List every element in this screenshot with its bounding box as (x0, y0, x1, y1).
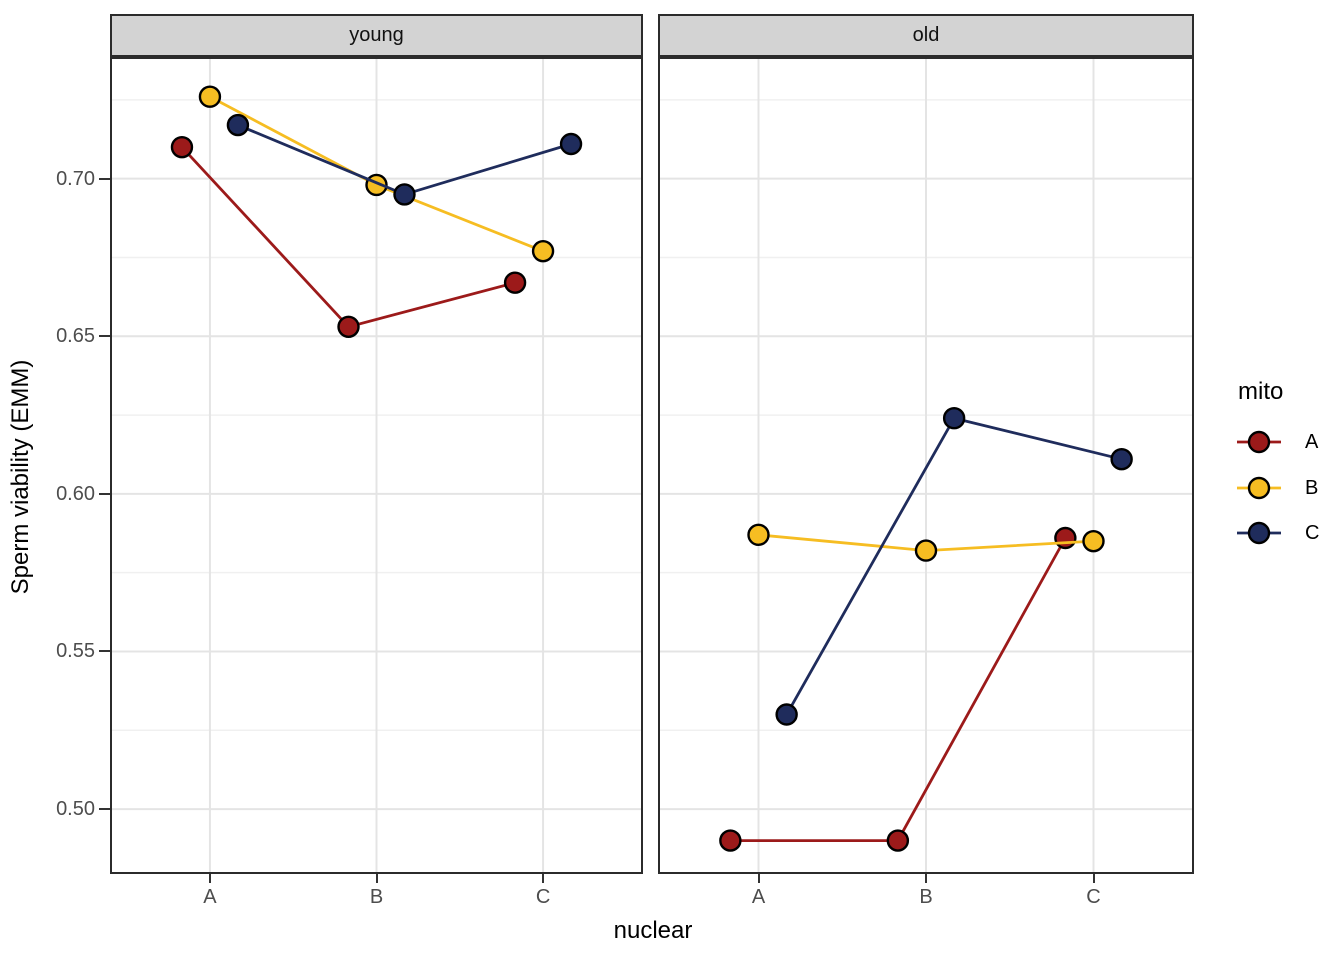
panel-canvas-young (110, 57, 643, 874)
y-axis-title: Sperm viability (EMM) (7, 359, 34, 595)
legend-key-a-icon (1237, 430, 1281, 454)
data-point-b-young (531, 239, 555, 263)
series-line-a-old (730, 537, 1067, 842)
x-tick-mark (375, 874, 378, 883)
data-point-b-old (747, 523, 770, 547)
data-point-a-young (503, 271, 527, 294)
legend-label-a: A (1305, 430, 1319, 453)
y-tick-mark (99, 650, 110, 653)
x-tick-mark (208, 874, 211, 883)
panel-border (658, 57, 1194, 874)
data-point-b-old (1082, 529, 1105, 553)
data-point-c-young (559, 132, 583, 156)
data-point-a-old (886, 829, 910, 852)
legend-entry-c: C (1237, 517, 1319, 549)
facet-strip-old-label: old (912, 24, 940, 46)
legend-key-b-icon (1237, 476, 1281, 500)
legend-label-b: B (1305, 476, 1319, 499)
y-tick-label: 0.55 (56, 640, 95, 663)
legend-entry-b: B (1237, 472, 1318, 504)
y-tick-mark (99, 808, 110, 811)
panel-canvas-old (658, 57, 1194, 874)
data-point-a-old (1054, 526, 1077, 550)
x-tick-label-old: C (1086, 886, 1101, 908)
y-tick-label: 0.65 (56, 325, 95, 348)
facet-strip-young: young (110, 14, 643, 57)
legend: mito A B C (1210, 360, 1344, 570)
y-tick-label: 0.70 (56, 167, 95, 190)
legend-key-c-icon (1237, 521, 1281, 545)
y-tick-mark (99, 177, 110, 180)
y-tick-mark (99, 335, 110, 338)
x-tick-mark (925, 874, 927, 883)
x-tick-label-old: B (919, 886, 933, 908)
legend-label-c: C (1305, 521, 1320, 544)
y-tick-label: 0.50 (56, 798, 95, 821)
series-line-c-old (785, 416, 1122, 716)
data-point-c-old (1110, 447, 1133, 471)
facet-strip-young-label: young (349, 24, 404, 46)
data-point-b-old (914, 539, 938, 562)
x-tick-label-young: C (535, 886, 551, 908)
x-tick-mark (542, 874, 545, 883)
data-point-b-young (198, 85, 222, 108)
y-tick-mark (99, 492, 110, 495)
facet-strip-old: old (658, 14, 1194, 57)
data-point-a-young (170, 135, 194, 159)
x-tick-label-old: A (751, 886, 766, 908)
panel-border (110, 57, 643, 874)
x-tick-label-young: B (369, 886, 384, 908)
data-point-c-young (393, 183, 416, 206)
data-point-a-young (337, 315, 360, 339)
data-point-c-old (942, 407, 966, 430)
data-point-a-old (719, 829, 742, 852)
series-line-a-young (180, 146, 516, 329)
y-tick-label: 0.60 (56, 482, 95, 505)
x-tick-label-young: A (203, 886, 217, 908)
data-point-c-old (775, 703, 798, 726)
x-tick-mark (1092, 874, 1095, 883)
panel-young (110, 57, 643, 874)
panel-old (658, 57, 1194, 874)
data-point-c-young (226, 113, 250, 137)
legend-entry-a: A (1237, 426, 1318, 458)
legend-title: mito (1238, 378, 1284, 405)
x-axis-title: nuclear (613, 917, 693, 944)
x-tick-mark (757, 874, 760, 883)
